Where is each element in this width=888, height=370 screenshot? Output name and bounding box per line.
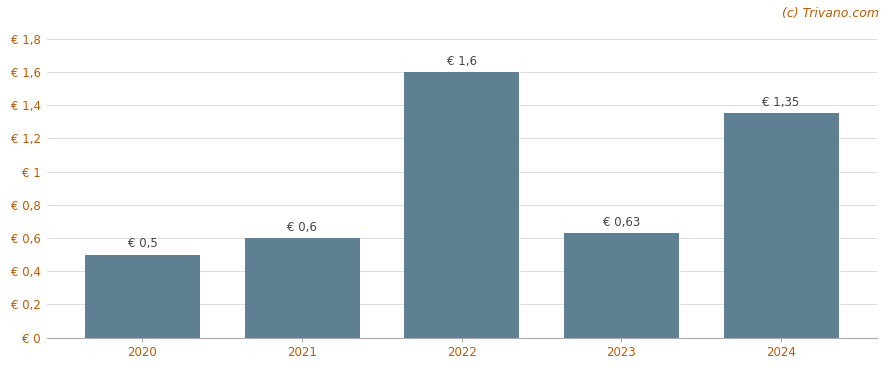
Text: (c) Trivano.com: (c) Trivano.com	[782, 7, 879, 20]
Bar	[564, 233, 679, 337]
Text: € 1,35: € 1,35	[763, 96, 800, 110]
Bar	[724, 114, 838, 337]
Text: € 1,6: € 1,6	[447, 55, 477, 68]
Bar	[404, 72, 519, 337]
Text: € 0,63: € 0,63	[603, 216, 640, 229]
Text: € 0,5: € 0,5	[128, 238, 157, 250]
Text: € 0,6: € 0,6	[287, 221, 317, 234]
Bar	[85, 255, 200, 337]
Bar	[244, 238, 360, 337]
